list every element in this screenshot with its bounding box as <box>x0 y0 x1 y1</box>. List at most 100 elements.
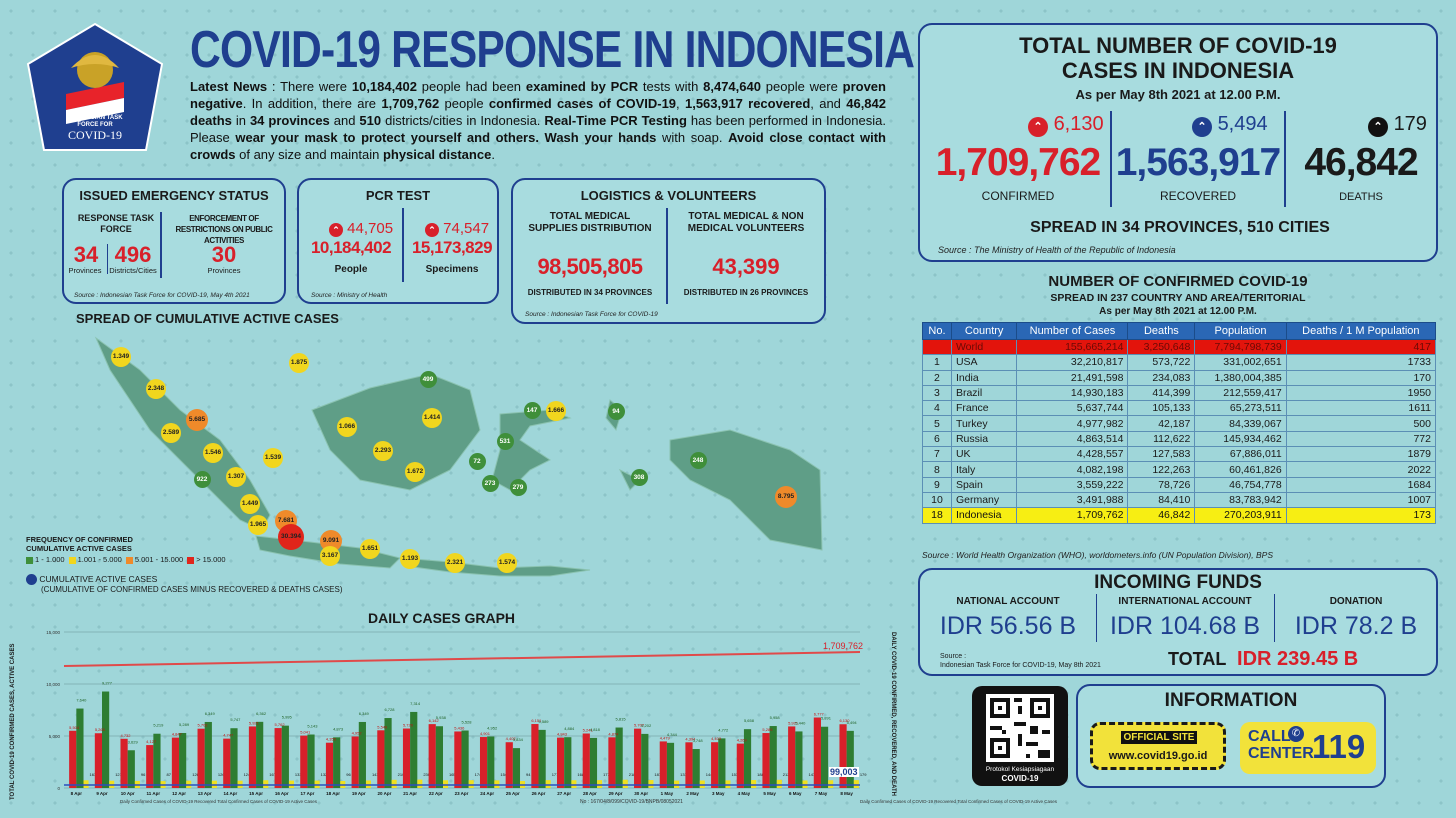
death-bar <box>468 780 474 788</box>
x-tick-label: 24 Apr <box>480 791 494 796</box>
death-data-label: 167 <box>269 772 276 777</box>
table-cell: 32,210,817 <box>1016 354 1129 371</box>
table-row: 2 India 21,491,598 234,083 1,380,004,385 170 <box>922 369 1437 386</box>
confirmed-bar <box>454 731 462 788</box>
table-cell: 212,559,417 <box>1194 384 1287 402</box>
qr-caption-line2: COVID-19 <box>1001 774 1039 783</box>
confirmed-data-label: 4,747 <box>223 733 234 738</box>
pcr-source: Source : Ministry of Health <box>311 292 388 299</box>
call-center-number[interactable]: 119 <box>1312 728 1366 765</box>
news-part: with soap. <box>656 130 729 145</box>
qr-code-card[interactable]: Protokol Kesiapsiagaan COVID-19 <box>972 686 1068 786</box>
province-bubble: 308 <box>630 468 648 486</box>
province-bubble: 1.539 <box>263 448 283 468</box>
information-panel: INFORMATION OFFICIAL SITE www.covid19.go… <box>1076 684 1386 788</box>
recovered-label: RECOVERED <box>1159 189 1236 203</box>
table-cell: 5,637,744 <box>1016 400 1129 417</box>
qr-code-icon[interactable] <box>986 694 1054 762</box>
table-cell: 3,559,222 <box>1016 476 1129 493</box>
confirmed-bar <box>736 743 744 788</box>
x-tick-label: 14 Apr <box>223 791 237 796</box>
province-bubble: 1.666 <box>546 401 566 421</box>
pcr-people-increase: ⌃ 44,705 <box>329 220 393 237</box>
confirmed-data-label: 5,707 <box>634 723 645 728</box>
table-cell: 46,754,778 <box>1194 476 1287 493</box>
recovered-bar <box>153 733 161 788</box>
recovered-bar <box>564 737 572 788</box>
confirmed-bar <box>788 726 796 788</box>
recovered-data-label: 5,143 <box>307 724 318 729</box>
volunteers-label: TOTAL MEDICAL & NON MEDICAL VOLUNTEERS <box>687 211 805 234</box>
x-tick-label: 3 May <box>712 791 725 796</box>
legend-swatch <box>68 556 76 564</box>
papua-island <box>669 429 823 551</box>
recovered-data-label: 4,818 <box>590 727 601 732</box>
x-tick-label: 23 Apr <box>455 791 469 796</box>
recovered-bar <box>102 691 110 788</box>
confirmed-data-label: 4,479 <box>660 735 671 740</box>
recovered-data-label: 6,349 <box>359 711 370 716</box>
table-cell: 127,583 <box>1127 446 1196 463</box>
official-site-url[interactable]: www.covid19.go.id <box>1108 750 1208 762</box>
death-bar <box>853 780 859 788</box>
x-tick-label: 18 Apr <box>326 791 340 796</box>
death-data-label: 144 <box>706 772 713 777</box>
confirmed-data-label: 6,130 <box>839 718 850 723</box>
news-part: 1,563,917 recovered <box>684 96 811 111</box>
pcr-specimens-increase-value: 74,547 <box>443 220 490 237</box>
logistics-panel: LOGISTICS & VOLUNTEERS TOTAL MEDICAL SUP… <box>511 178 826 324</box>
x-tick-label: 1 May <box>661 791 674 796</box>
death-data-label: 165 <box>449 772 456 777</box>
latest-news: Latest News : There were 10,184,402 peop… <box>190 78 886 163</box>
death-data-label: 121 <box>115 772 122 777</box>
recovered-bar <box>795 731 803 788</box>
news-part: 8,474,640 <box>703 79 761 94</box>
response-label: RESPONSE TASK FORCE <box>77 213 155 234</box>
recovered-data-label: 5,289 <box>179 722 190 727</box>
death-data-label: 218 <box>629 772 636 777</box>
province-bubble: 147 <box>523 401 541 419</box>
province-bubble: 279 <box>509 478 527 496</box>
confirmed-data-label: 4,127 <box>146 739 157 744</box>
confirmed-bar <box>377 730 385 788</box>
confirmed-data-label: 4,403 <box>711 736 722 741</box>
recovered-bar <box>384 718 392 788</box>
news-part: people had been <box>416 79 526 94</box>
recovered-data-label: 5,815 <box>616 717 627 722</box>
table-cell: Brazil <box>950 384 1018 402</box>
table-cell: 1,380,004,385 <box>1194 369 1287 386</box>
province-bubble: 1.349 <box>111 347 131 367</box>
confirmed-data-label: 5,702 <box>198 723 209 728</box>
death-data-label: 147 <box>808 772 815 777</box>
recovered-bar <box>358 721 366 788</box>
confirmed-bar <box>531 724 539 788</box>
news-part: 1,709,762 <box>381 96 440 111</box>
table-cell: 10 <box>922 491 952 509</box>
table-cell: 145,934,462 <box>1194 430 1287 448</box>
x-tick-label: 19 Apr <box>352 791 366 796</box>
table-cell: 84,410 <box>1127 491 1196 509</box>
logo-line2: FORCE FOR <box>77 122 113 128</box>
news-part: 10,184,402 <box>351 79 417 94</box>
confirmed-bar <box>813 717 821 788</box>
recovered-bar <box>487 736 495 788</box>
funds-total-label: TOTAL <box>1168 649 1226 669</box>
death-bar <box>83 780 89 788</box>
table-cell: World <box>950 338 1018 356</box>
x-tick-label: 22 Apr <box>429 791 443 796</box>
confirmed-data-label: 5,762 <box>275 722 286 727</box>
recovered-data-label: 5,202 <box>641 723 652 728</box>
chart-legend-right: Daily Confirmed Cases of COVID-19 Recove… <box>860 799 1057 804</box>
official-site-button[interactable]: OFFICIAL SITE www.covid19.go.id <box>1090 722 1226 770</box>
table-cell: 173 <box>1285 507 1437 524</box>
death-data-label: 131 <box>680 772 687 777</box>
death-data-label: 188 <box>757 772 764 777</box>
table-cell: Russia <box>950 430 1018 448</box>
table-cell: 234,083 <box>1127 369 1196 386</box>
recovered-data-label: 5,494 <box>847 720 858 725</box>
call-center-button[interactable]: CALL CENTER ✆ 119 <box>1240 722 1376 774</box>
confirmed-data-label: 4,901 <box>480 731 491 736</box>
x-tick-label: 8 Apr <box>71 791 83 796</box>
funds-source-label: Source : <box>940 653 967 660</box>
pcr-specimens-increase: ⌃ 74,547 <box>425 220 489 237</box>
